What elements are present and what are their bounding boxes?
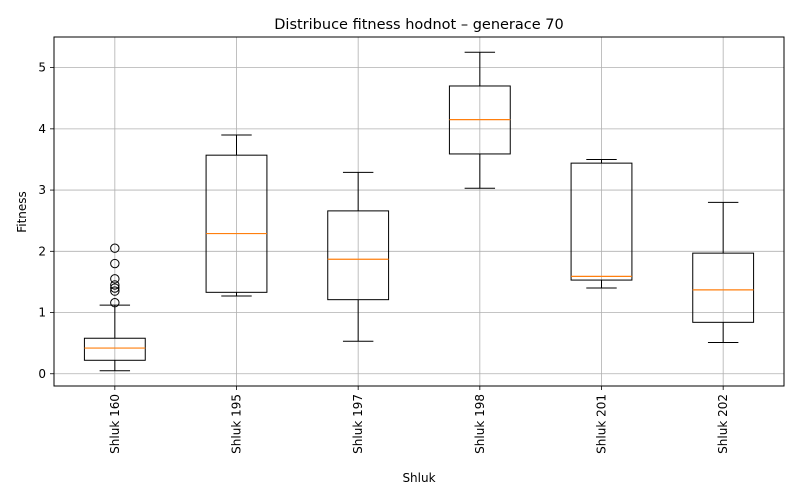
- iqr-box: [83, 337, 146, 361]
- y-axis-label: Fitness: [15, 191, 29, 233]
- x-axis-label: Shluk: [402, 471, 435, 485]
- y-tick-label: 0: [38, 367, 46, 381]
- y-tick-label: 3: [38, 183, 46, 197]
- x-tick-label: Shluk 195: [230, 394, 244, 454]
- outlier-point: [110, 274, 120, 284]
- outlier-point: [110, 286, 120, 296]
- outlier-point: [110, 243, 120, 253]
- outlier-point: [110, 298, 120, 308]
- plot-area-frame: [53, 36, 785, 387]
- x-tick-label: Shluk 160: [108, 394, 122, 454]
- chart-title: Distribuce fitness hodnot – generace 70: [274, 17, 563, 33]
- box-6: [692, 201, 755, 344]
- y-tick-label: 2: [38, 244, 46, 258]
- box-1: [83, 243, 146, 372]
- grid-lines: [54, 37, 784, 386]
- iqr-box: [205, 154, 268, 293]
- iqr-box: [570, 162, 633, 281]
- x-tick-label: Shluk 201: [595, 394, 609, 454]
- y-tick-label: 5: [38, 61, 46, 75]
- y-tick-label: 1: [38, 306, 46, 320]
- y-tick-label: 4: [38, 122, 46, 136]
- y-axis-ticks: 0 1 2 3 4 5: [38, 61, 54, 381]
- outlier-point: [110, 258, 120, 269]
- x-tick-label: Shluk 197: [351, 394, 365, 454]
- iqr-box: [327, 210, 390, 301]
- box-series: [83, 51, 755, 372]
- box-3: [327, 171, 390, 342]
- x-axis-ticks: Shluk 160 Shluk 195 Shluk 197 Shluk 198 Shlu…: [108, 386, 730, 454]
- x-tick-label: Shluk 202: [716, 394, 730, 454]
- box-5: [570, 158, 633, 289]
- box-4: [448, 51, 511, 189]
- outlier-point: [110, 280, 120, 290]
- outlier-point: [110, 283, 120, 293]
- x-tick-label: Shluk 198: [473, 394, 487, 454]
- iqr-box: [692, 252, 755, 323]
- box-2: [205, 134, 268, 297]
